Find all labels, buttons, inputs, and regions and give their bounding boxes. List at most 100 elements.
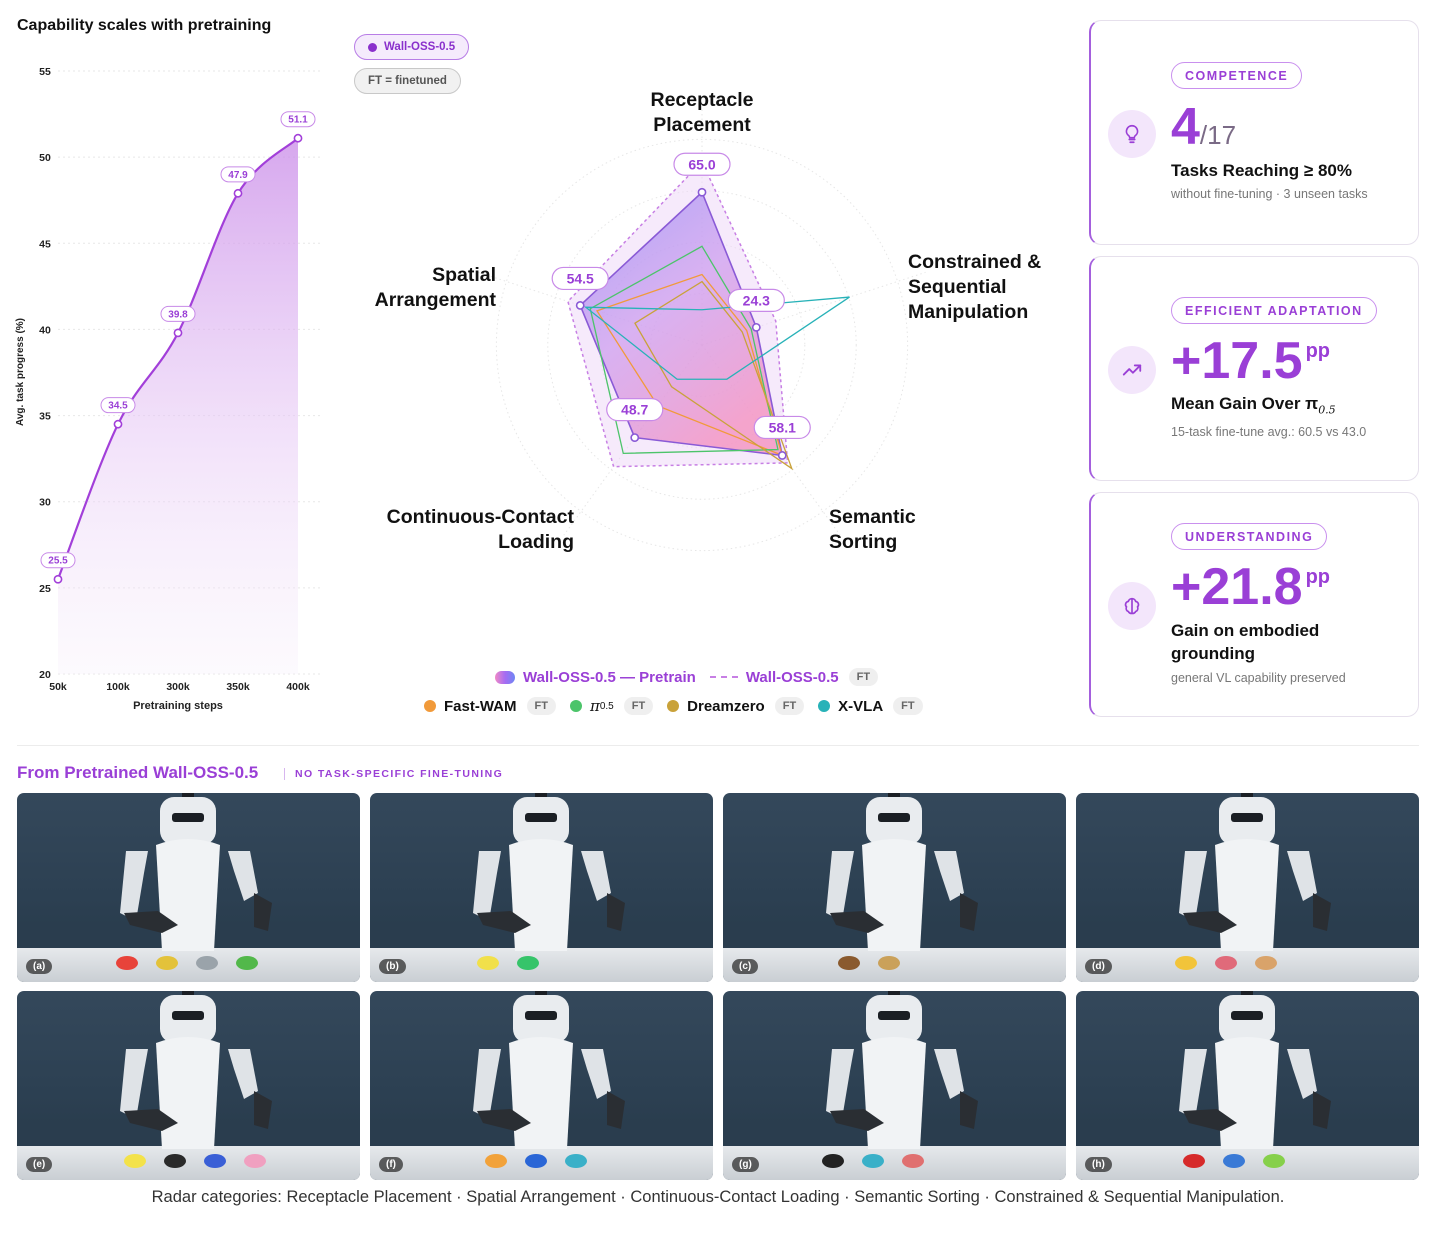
robot-torso (1215, 839, 1279, 951)
table-surface (17, 948, 360, 982)
radar-ring (495, 138, 909, 552)
robot-right-arm (1287, 1049, 1317, 1099)
task-object (196, 956, 218, 970)
task-object (204, 1154, 226, 1168)
radar-axis-label-constrained: Constrained & Sequential Manipulation (908, 251, 1042, 323)
gold-dot-icon (667, 700, 680, 712)
task-image-tile: (h) (1076, 991, 1419, 1180)
radar-series-x-vla (583, 296, 850, 380)
robot-right-gripper (1313, 893, 1331, 931)
green-dot-icon (569, 700, 582, 712)
tile-label: (a) (26, 959, 53, 974)
task-object (1223, 1154, 1245, 1168)
radar-spoke (701, 271, 926, 346)
task-object (838, 956, 860, 970)
radar-chart: 65.0 24.3 58.1 48.7 54.5 (478, 110, 926, 552)
trending-up-icon (1108, 346, 1156, 394)
robot-right-gripper (960, 1091, 978, 1129)
legend-item-dreamzero: Dreamzero FT (667, 697, 805, 715)
robot-torso (156, 839, 220, 951)
data-label-pill (100, 397, 136, 414)
radar-legend-row-1: Wall-OSS-0.5 — Pretrain Wall-OSS-0.5 FT (495, 668, 892, 686)
radar-value-label: 65.0 (688, 156, 715, 172)
wall-oss-pill-label: Wall-OSS-0.5 (384, 41, 456, 53)
ft-legend-pill: FT = finetuned (354, 68, 461, 94)
task-object (477, 956, 499, 970)
stat-card-understanding: UNDERSTANDING +21.8 pp Gain on embodied gr… (1089, 492, 1419, 717)
robot-right-arm (934, 1049, 964, 1099)
y-tick-label: 30 (39, 497, 51, 509)
wall-oss-pill: Wall-OSS-0.5 (354, 34, 470, 60)
legend-item-xvla: X-VLA FT (818, 697, 923, 715)
x-tick-label: 100k (106, 681, 130, 693)
orange-dot-icon (424, 700, 436, 712)
robot-visor (1231, 813, 1263, 822)
robot-left-arm (826, 851, 854, 921)
y-tick-label: 35 (39, 411, 51, 423)
task-object (1215, 956, 1237, 970)
data-point (293, 133, 303, 143)
robot-left-gripper (1183, 1109, 1237, 1131)
card-subtext: without fine-tuning · 3 unseen tasks (1171, 187, 1368, 201)
robot-right-gripper (1313, 1091, 1331, 1129)
gallery-subtitle: NO TASK-SPECIFIC FINE-TUNING (284, 768, 503, 780)
radar-series-dreamzero (634, 280, 794, 471)
task-object (517, 956, 539, 970)
data-label-pill (280, 111, 316, 128)
robot-visor (1231, 1011, 1263, 1020)
x-tick-label: 350k (226, 681, 250, 693)
radar-point (575, 301, 585, 310)
tile-label: (g) (732, 1157, 759, 1172)
radar-value-label: 58.1 (769, 419, 796, 435)
task-object (124, 1154, 146, 1168)
radar-value-pill (551, 266, 609, 291)
robot-left-arm (120, 851, 148, 921)
card-big-value: +17.5 pp (1171, 332, 1331, 390)
tile-label: (h) (1085, 1157, 1112, 1172)
robot-torso (509, 839, 573, 951)
robot-torso (862, 839, 926, 951)
robot-right-arm (1287, 851, 1317, 901)
dashed-line-swatch-icon (709, 676, 738, 678)
stat-card-efficient-adaptation: EFFICIENT ADAPTATION +17.5 pp Mean Gain O… (1089, 256, 1419, 481)
y-tick-label: 55 (39, 66, 51, 78)
x-tick-label: 300k (166, 681, 190, 693)
task-object (1263, 1154, 1285, 1168)
tile-label: (d) (1085, 959, 1112, 974)
y-tick-label: 50 (39, 152, 51, 164)
tile-label: (b) (379, 959, 406, 974)
robot-torso (156, 1037, 220, 1149)
table-surface (723, 1146, 1066, 1180)
robot-left-gripper (830, 1109, 884, 1131)
robot-left-gripper (830, 911, 884, 933)
robot-right-gripper (254, 893, 272, 931)
card-subtext: 15-task fine-tune avg.: 60.5 vs 43.0 (1171, 425, 1367, 439)
robot-illustration (473, 793, 625, 970)
robot-illustration (473, 991, 625, 1168)
data-point (113, 419, 123, 429)
table-surface (1076, 948, 1419, 982)
robot-right-arm (934, 851, 964, 901)
data-label: 25.5 (48, 556, 68, 567)
radar-value-pill (727, 288, 785, 312)
task-object (1175, 956, 1197, 970)
task-object (485, 1154, 507, 1168)
data-label-pill (40, 552, 76, 569)
area-fill (58, 138, 298, 675)
card-badge: UNDERSTANDING (1171, 523, 1328, 550)
radar-value-pill (673, 152, 731, 176)
tile-label: (e) (26, 1157, 53, 1172)
robot-illustration (826, 793, 978, 970)
robot-left-gripper (477, 911, 531, 933)
robot-illustration (120, 991, 272, 1168)
radar-point (630, 433, 640, 442)
radar-ring (598, 241, 806, 449)
task-object (156, 956, 178, 970)
task-image-tile: (b) (370, 793, 713, 982)
data-label: 47.9 (228, 170, 248, 181)
radar-value-label: 54.5 (567, 270, 594, 286)
radar-axis-label-continuous: Continuous-Contact Loading (386, 506, 574, 553)
section-divider (17, 745, 1419, 746)
x-tick-label: 400k (286, 681, 310, 693)
robot-torso (1215, 1037, 1279, 1149)
